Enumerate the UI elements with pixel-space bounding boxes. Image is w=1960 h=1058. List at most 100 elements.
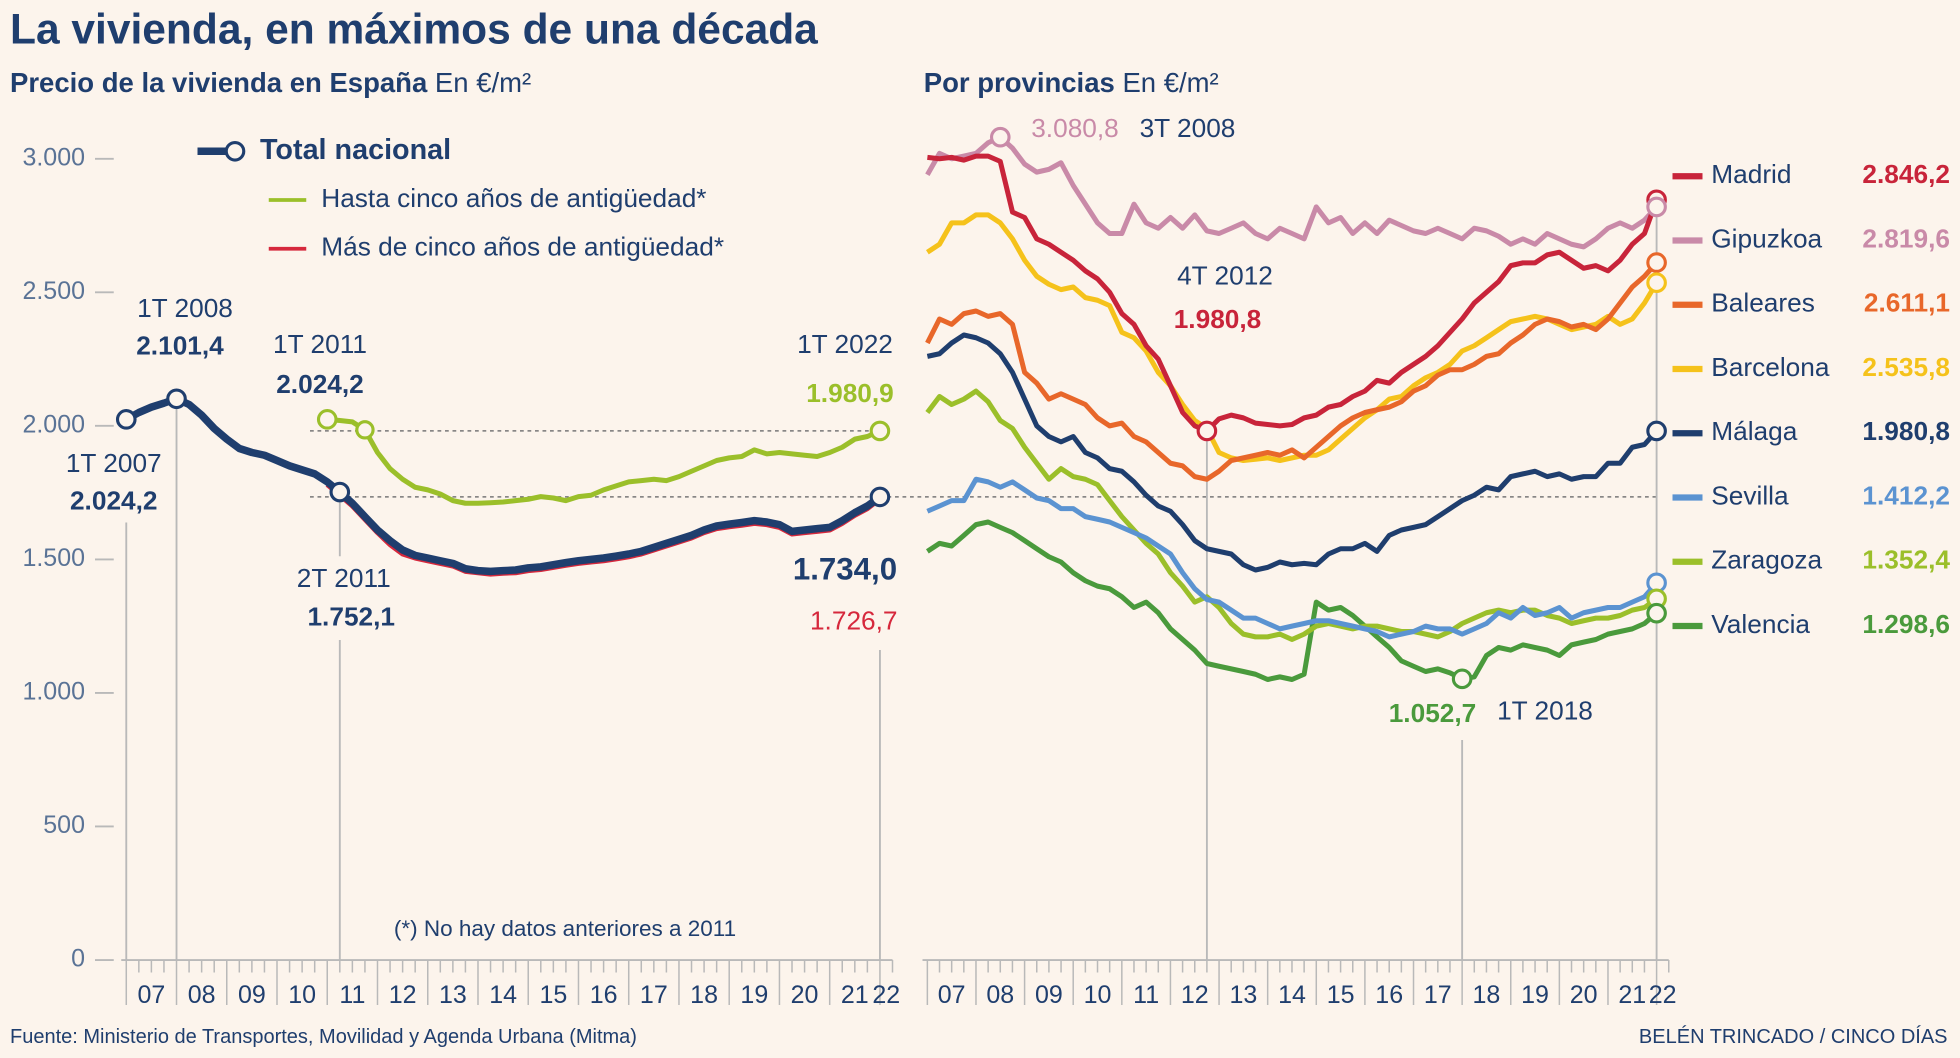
annotation-value: 2.101,4 [136,330,224,360]
series-line [925,134,1659,250]
x-tick-label: 17 [640,981,668,1009]
x-tick-label: 22 [1649,981,1677,1009]
chart-title: Por provincias [924,67,1115,98]
y-tick-label: 1.000 [22,678,85,706]
annotation-period: 1T 2007 [66,448,162,478]
legend-label: Más de cinco años de antigüedad* [321,232,724,262]
legend-label: Barcelona [1711,352,1830,382]
marker [1196,420,1218,442]
source: Fuente: Ministerio de Transportes, Movil… [10,1026,637,1048]
marker [1646,272,1667,294]
legend-value: 1.298,6 [1862,609,1950,639]
series-line [925,519,1659,682]
x-tick-label: 15 [539,981,567,1009]
series-line [927,153,1659,434]
annotation-period: 3T 2008 [1140,113,1236,143]
series-line [925,388,1659,642]
annotation-value: 1.734,0 [793,552,897,587]
series-line [925,212,1659,463]
y-tick-label: 2.000 [22,410,85,438]
x-tick-label: 07 [137,981,165,1009]
series-line [124,394,883,576]
legend-label: Sevilla [1711,480,1789,510]
unit: En €/m² [435,67,531,98]
legend-label: Hasta cinco años de antigüedad* [321,183,706,213]
x-tick-label: 18 [690,981,718,1009]
annotation-period: 4T 2012 [1177,260,1273,290]
legend-label: Valencia [1711,609,1810,639]
credit: BELÉN TRINCADO / CINCO DÍAS [1639,1025,1948,1048]
y-tick-label: 1.500 [22,544,85,572]
marker [869,420,891,442]
x-tick-label: 20 [1570,981,1598,1009]
x-tick-label: 20 [791,981,819,1009]
legend-value: 2.611,1 [1864,288,1950,318]
marker [1646,420,1667,442]
x-tick-label: 09 [238,981,266,1009]
marker [1451,668,1473,690]
legend-label: Baleares [1711,288,1815,318]
annotation-value: 2.024,2 [70,485,158,515]
y-tick-label: 500 [43,811,85,839]
annotation-value: 1.980,9 [806,378,894,408]
x-tick-label: 11 [1133,981,1159,1009]
legend-value: 1.412,2 [1862,480,1950,510]
footnote: (*) No hay datos anteriores a 2011 [394,916,736,941]
x-tick-label: 08 [986,981,1014,1009]
marker [115,409,137,430]
x-tick-label: 18 [1473,981,1501,1009]
marker [316,409,338,430]
x-tick-label: 19 [740,981,768,1009]
annotation-value: 2.024,2 [276,369,364,399]
series-line [327,416,882,506]
y-tick-label: 0 [71,945,85,973]
legend-value: 1.980,8 [1862,416,1950,446]
marker [1646,252,1667,273]
x-tick-label: 07 [938,981,966,1009]
x-tick-label: 16 [1375,981,1403,1009]
x-tick-label: 10 [288,981,316,1009]
marker [1646,196,1667,218]
x-tick-label: 14 [1278,981,1306,1009]
marker [329,481,351,503]
annotation-period: 2T 2011 [297,563,391,593]
x-tick-label: 09 [1035,981,1063,1009]
y-tick-label: 2.500 [22,277,85,305]
series-line [926,332,1659,573]
annotation-period: 1T 2018 [1497,695,1593,725]
marker [989,126,1011,148]
x-tick-label: 22 [872,981,900,1009]
x-tick-label: 21 [1618,981,1646,1009]
annotation-period: 1T 2011 [273,329,367,359]
x-tick-label: 17 [1424,981,1452,1009]
legend-value: 2.819,6 [1862,223,1950,253]
marker [355,420,375,440]
legend-label: Málaga [1711,416,1797,446]
x-tick-label: 12 [1181,981,1209,1009]
x-tick-label: 13 [439,981,467,1009]
legend-value: 2.535,8 [1862,352,1950,382]
legend-marker [224,140,246,162]
legend-value: 1.352,4 [1862,545,1950,575]
x-tick-label: 08 [188,981,216,1009]
x-tick-label: 11 [339,981,365,1009]
x-tick-label: 16 [590,981,618,1009]
legend-label: Zaragoza [1711,545,1822,575]
annotation-value: 1.980,8 [1174,304,1262,334]
legend-label: Total nacional [260,134,451,166]
marker [166,388,187,410]
x-tick-label: 15 [1327,981,1355,1009]
chart-subtitle: Precio de la vivienda en España En €/m² [10,67,531,98]
x-tick-label: 14 [489,981,517,1009]
page-title: La vivienda, en máximos de una década [10,7,818,54]
x-tick-label: 19 [1521,981,1549,1009]
x-tick-label: 10 [1084,981,1112,1009]
annotation-value: 3.080,8 [1031,113,1119,143]
x-tick-label: 21 [841,981,869,1009]
annotation-value: 1.726,7 [810,605,898,635]
marker [1646,602,1667,624]
legend-label: Madrid [1711,159,1791,189]
legend-label: Gipuzkoa [1711,223,1822,253]
